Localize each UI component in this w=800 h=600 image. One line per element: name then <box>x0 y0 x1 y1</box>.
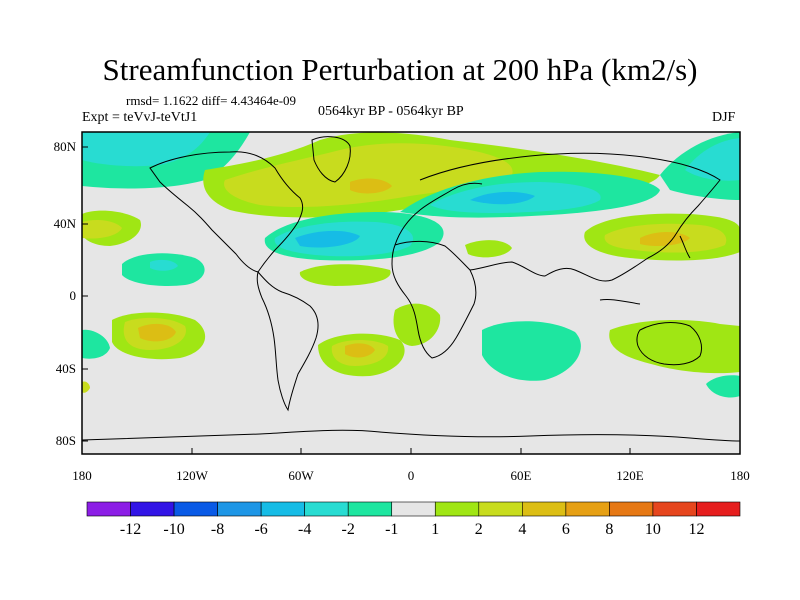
lat-tick-80n: 80N <box>54 139 77 154</box>
contour-pos-arabia <box>465 240 512 258</box>
map-title: Streamfunction Perturbation at 200 hPa (… <box>102 52 698 87</box>
contour-pos-subtropic <box>299 264 391 286</box>
colorbar-swatch <box>522 501 567 517</box>
colorbar-swatch <box>478 501 523 517</box>
coastline-indonesia <box>599 299 641 305</box>
colorbar-label: -4 <box>298 521 311 538</box>
lon-tick-120w: 120W <box>176 468 209 483</box>
colorbar-label: 12 <box>688 521 704 538</box>
colorbar-label: 6 <box>562 521 570 538</box>
colorbar-swatch <box>434 501 480 517</box>
period-label: 0564kyr BP - 0564kyr BP <box>318 104 464 119</box>
coastline-africa <box>391 240 477 359</box>
lon-tick-60e: 60E <box>511 468 532 483</box>
colorbar-swatch <box>304 501 349 517</box>
colorbar-label: 8 <box>605 521 613 538</box>
coastline-south-america <box>256 270 319 412</box>
coastline-japan <box>679 235 691 259</box>
colorbar: -12 -10 -8 -6 -4 -2 -1 1 2 4 6 8 10 12 <box>86 501 741 538</box>
contour-pos-south-pacific-3 <box>138 323 176 342</box>
colorbar-swatch <box>391 501 436 517</box>
colorbar-label: -2 <box>342 521 355 538</box>
contour-pos-south-atlantic-3 <box>345 343 375 358</box>
colorbar-swatch <box>565 501 610 517</box>
colorbar-label: -1 <box>385 521 398 538</box>
contour-neg-eurasia-3 <box>470 191 535 205</box>
colorbar-label: -8 <box>211 521 224 538</box>
contour-pos-north-atlantic-3 <box>350 178 392 194</box>
colorbar-swatch <box>86 501 131 517</box>
lon-tick-0: 0 <box>408 468 415 483</box>
lat-axis: 80N 40N 0 40S 80S <box>54 139 88 448</box>
colorbar-swatch <box>347 501 393 517</box>
coastline-australia <box>636 322 703 366</box>
lat-tick-40s: 40S <box>56 361 76 376</box>
colorbar-swatch <box>609 501 654 517</box>
coastline-greenland <box>311 136 351 183</box>
contour-neg-se-pacific-west <box>82 329 110 359</box>
lon-tick-120e: 120E <box>616 468 644 483</box>
experiment-label: Expt = teVvJ-teVtJ1 <box>82 110 198 125</box>
colorbar-label: 10 <box>645 521 661 538</box>
coastlines <box>82 136 740 442</box>
coastline-antarctica <box>82 429 740 442</box>
contour-pos-dateline-2 <box>82 220 122 239</box>
lat-tick-0: 0 <box>70 288 77 303</box>
coastline-north-america <box>149 151 304 273</box>
lat-tick-80s: 80S <box>56 433 76 448</box>
colorbar-swatch <box>652 501 697 517</box>
colorbar-label: 1 <box>431 521 439 538</box>
contour-neg-arctic-east-2 <box>685 138 740 181</box>
contour-field <box>82 132 740 454</box>
contour-neg-indian <box>482 321 581 381</box>
lon-tick-180e: 180 <box>730 468 750 483</box>
colorbar-swatch <box>260 501 305 517</box>
colorbar-label: 4 <box>518 521 526 538</box>
stats-label: rmsd= 1.1622 diff= 4.43464e-09 <box>126 93 297 108</box>
colorbar-label: -6 <box>254 521 267 538</box>
contour-pos-south-west-edge <box>82 381 90 393</box>
colorbar-swatch <box>696 501 741 517</box>
colorbar-swatch <box>217 501 262 517</box>
colorbar-label: -10 <box>163 521 184 538</box>
coastline-europe <box>394 182 483 246</box>
contour-neg-central-pacific-2 <box>150 259 178 271</box>
contour-neg-se-pacific-east <box>706 375 740 398</box>
season-label: DJF <box>712 110 736 125</box>
colorbar-label: 2 <box>475 521 483 538</box>
colorbar-swatch <box>130 501 175 517</box>
contour-pos-australia <box>609 320 740 374</box>
lat-tick-40n: 40N <box>54 216 77 231</box>
lon-tick-60w: 60W <box>288 468 314 483</box>
coastline-asia-south <box>469 233 677 282</box>
coastline-eurasia-north <box>419 152 721 235</box>
contour-pos-west-pacific-3 <box>640 232 690 246</box>
lon-axis: 180 120W 60W 0 60E 120E 180 <box>72 448 750 483</box>
contour-neg-atlantic-3 <box>295 230 360 248</box>
colorbar-label: -12 <box>120 521 141 538</box>
colorbar-swatch <box>173 501 218 517</box>
lon-tick-180w: 180 <box>72 468 92 483</box>
